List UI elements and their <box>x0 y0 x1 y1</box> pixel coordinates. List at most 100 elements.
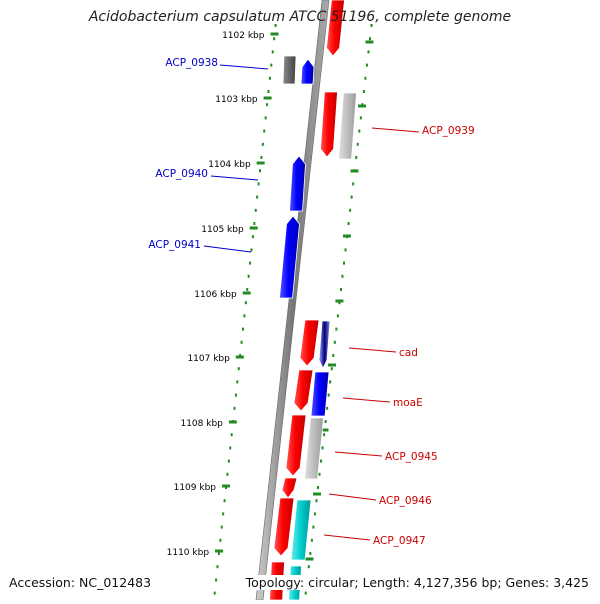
tick-mark <box>320 459 323 463</box>
tick-mark <box>370 24 373 27</box>
gene-arrow <box>300 58 315 85</box>
tick-mark <box>242 327 245 331</box>
tick-mark <box>270 63 273 67</box>
kbp-tick-mark <box>228 420 237 424</box>
tick-mark <box>261 142 264 146</box>
tick-mark <box>260 156 263 159</box>
tick-mark <box>329 380 332 384</box>
tick-mark <box>234 393 237 397</box>
kbp-tick-mark <box>256 161 265 165</box>
kbp-tick-mark <box>350 169 359 173</box>
tick-mark <box>237 367 240 371</box>
tick-mark <box>350 195 353 199</box>
tick-mark <box>356 142 359 146</box>
gene-arrow <box>293 369 314 412</box>
gene-label: cad <box>399 347 418 359</box>
tick-mark <box>364 76 367 80</box>
tick-mark <box>243 314 246 318</box>
tick-mark <box>271 50 274 54</box>
kbp-tick-mark <box>249 226 258 230</box>
kbp-tick-label: 1103 kbp <box>215 95 258 105</box>
tick-mark <box>313 512 316 516</box>
tick-mark <box>251 235 254 239</box>
diagram-title: Acidobacterium capsulatum ATCC 51196, co… <box>88 9 512 25</box>
tick-mark <box>254 208 257 212</box>
tick-mark <box>249 261 252 265</box>
gene-arrow <box>281 477 298 499</box>
tick-mark <box>333 340 336 344</box>
gene-arrow <box>299 319 320 367</box>
tick-mark <box>310 538 313 542</box>
gene-arrow <box>279 215 300 299</box>
tick-mark <box>247 274 250 278</box>
tick-mark <box>312 525 315 529</box>
gene-arrow <box>326 0 345 57</box>
leader-line <box>348 347 397 353</box>
kbp-tick-label: 1104 kbp <box>208 160 251 170</box>
leader-line <box>334 451 383 457</box>
kbp-tick-label: 1107 kbp <box>187 354 230 364</box>
gene-label: ACP_0940 <box>155 168 208 180</box>
leader-line <box>342 397 391 403</box>
tick-mark <box>219 538 222 542</box>
tick-mark <box>230 433 233 437</box>
tick-mark <box>227 459 230 463</box>
kbp-tick-mark <box>235 355 244 359</box>
tick-mark <box>323 433 326 437</box>
tick-mark <box>222 512 225 516</box>
leader-line <box>328 493 377 501</box>
tick-mark <box>236 380 239 384</box>
tick-mark <box>223 499 226 503</box>
gene-arrow <box>320 91 338 158</box>
kbp-tick-mark <box>215 549 224 553</box>
tick-mark <box>315 499 318 503</box>
gene-label: ACP_0941 <box>148 239 201 251</box>
tick-mark <box>355 156 358 159</box>
tick-mark <box>264 116 267 120</box>
kbp-tick-mark <box>320 428 329 432</box>
tick-mark <box>327 393 330 397</box>
tick-mark <box>335 327 338 331</box>
kbp-tick-mark <box>365 40 374 44</box>
tick-mark <box>347 222 350 225</box>
gene-label: moaE <box>393 397 423 409</box>
tick-mark <box>244 301 247 305</box>
tick-mark <box>217 552 220 555</box>
kbp-tick-mark <box>263 96 272 100</box>
tick-mark <box>267 90 270 93</box>
tick-mark <box>332 354 335 357</box>
leader-line <box>371 127 420 133</box>
tick-mark <box>307 565 310 569</box>
leader-line <box>219 64 269 70</box>
tick-mark <box>316 486 319 489</box>
kbp-tick-mark <box>242 291 251 295</box>
tick-mark <box>253 222 256 225</box>
tick-mark <box>240 340 243 344</box>
kbp-tick-label: 1105 kbp <box>201 225 244 235</box>
tick-mark <box>324 420 327 423</box>
tick-mark <box>341 274 344 278</box>
tick-mark <box>226 472 229 476</box>
tick-mark <box>304 591 307 595</box>
tick-mark <box>367 50 370 54</box>
gene-arrow <box>282 55 297 85</box>
tick-mark <box>233 406 236 410</box>
tick-mark <box>220 525 223 529</box>
tick-mark <box>362 90 365 93</box>
tick-mark <box>369 37 372 41</box>
gene-label: ACP_0939 <box>422 125 475 137</box>
tick-mark <box>229 446 232 450</box>
kbp-tick-label: 1110 kbp <box>167 548 210 558</box>
tick-mark <box>266 103 269 107</box>
gene-arrow <box>273 497 295 557</box>
kbp-tick-mark <box>270 32 279 36</box>
gene-arrow <box>318 320 331 369</box>
kbp-tick-mark <box>328 363 337 367</box>
kbp-tick-mark <box>305 557 314 561</box>
tick-mark <box>263 129 266 133</box>
gene-arrow <box>338 92 357 160</box>
tick-mark <box>274 24 277 27</box>
tick-mark <box>339 288 342 291</box>
